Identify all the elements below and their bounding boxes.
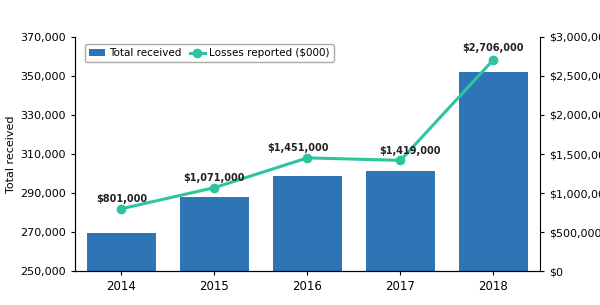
Losses reported ($000)	[397, 159, 404, 162]
Losses reported ($000)	[211, 186, 218, 189]
Losses reported ($000)	[490, 58, 497, 61]
Losses reported ($000)	[118, 207, 125, 210]
Text: $1,071,000: $1,071,000	[184, 173, 245, 183]
Text: $1,419,000: $1,419,000	[379, 146, 440, 156]
Y-axis label: Total received: Total received	[6, 115, 16, 193]
Bar	[365, 170, 436, 305]
Text: $2,706,000: $2,706,000	[463, 43, 524, 53]
Line: Losses reported ($000): Losses reported ($000)	[118, 56, 497, 213]
Losses reported ($000)	[304, 156, 311, 160]
Bar	[458, 72, 529, 305]
Bar	[272, 176, 343, 305]
Bar	[179, 197, 250, 305]
Text: $1,451,000: $1,451,000	[268, 143, 329, 153]
Legend: Total received, Losses reported ($000): Total received, Losses reported ($000)	[85, 44, 334, 63]
Bar	[86, 233, 157, 305]
Text: $801,000: $801,000	[96, 194, 147, 204]
